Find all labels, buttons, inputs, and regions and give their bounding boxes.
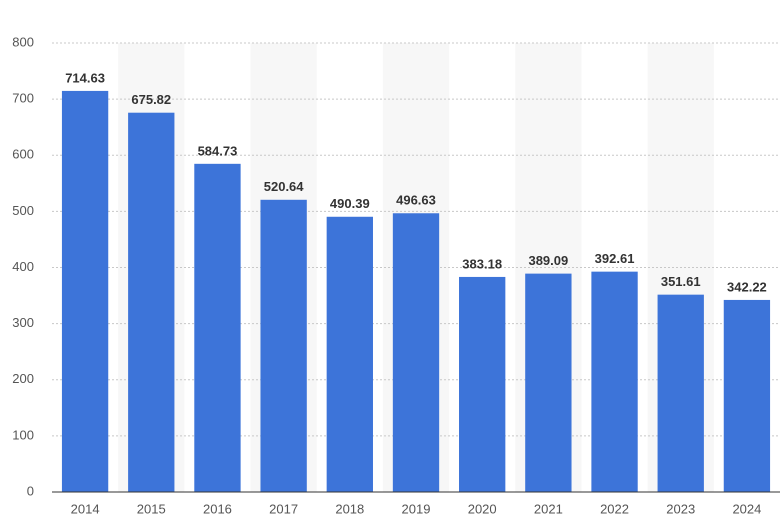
- bar: [723, 299, 771, 492]
- bar: [128, 112, 175, 493]
- y-tick-label: 0: [27, 483, 34, 498]
- bar: [61, 90, 109, 492]
- value-label: 496.63: [396, 193, 436, 208]
- x-tick-label: 2020: [468, 501, 497, 516]
- x-tick-label: 2014: [71, 501, 100, 516]
- value-label: 714.63: [65, 70, 105, 85]
- x-tick-label: 2024: [732, 501, 761, 516]
- y-tick-label: 300: [12, 315, 34, 330]
- value-label: 351.61: [661, 274, 701, 289]
- y-tick-label: 400: [12, 259, 34, 274]
- bar: [260, 199, 307, 492]
- bar: [591, 271, 638, 492]
- bar: [326, 216, 373, 492]
- y-tick-label: 500: [12, 203, 34, 218]
- y-tick-label: 700: [12, 91, 34, 106]
- value-label: 342.22: [727, 279, 767, 294]
- value-label: 383.18: [462, 256, 502, 271]
- x-tick-label: 2022: [600, 501, 629, 516]
- bar: [194, 163, 241, 492]
- value-label: 520.64: [264, 179, 305, 194]
- y-tick-label: 800: [12, 34, 34, 49]
- bar: [459, 276, 506, 492]
- x-tick-label: 2017: [269, 501, 298, 516]
- y-tick-label: 600: [12, 147, 34, 162]
- value-label: 389.09: [528, 253, 568, 268]
- y-tick-label: 200: [12, 371, 34, 386]
- x-tick-label: 2023: [666, 501, 695, 516]
- bar: [392, 213, 440, 492]
- y-tick-label: 100: [12, 427, 34, 442]
- x-tick-label: 2018: [335, 501, 364, 516]
- x-tick-label: 2021: [534, 501, 563, 516]
- x-tick-label: 2016: [203, 501, 232, 516]
- value-label: 584.73: [198, 143, 238, 158]
- value-label: 675.82: [131, 92, 171, 107]
- bar: [657, 294, 704, 492]
- bar: [525, 273, 572, 492]
- x-tick-label: 2015: [137, 501, 166, 516]
- value-label: 490.39: [330, 196, 370, 211]
- value-label: 392.61: [595, 251, 635, 266]
- x-tick-label: 2019: [402, 501, 431, 516]
